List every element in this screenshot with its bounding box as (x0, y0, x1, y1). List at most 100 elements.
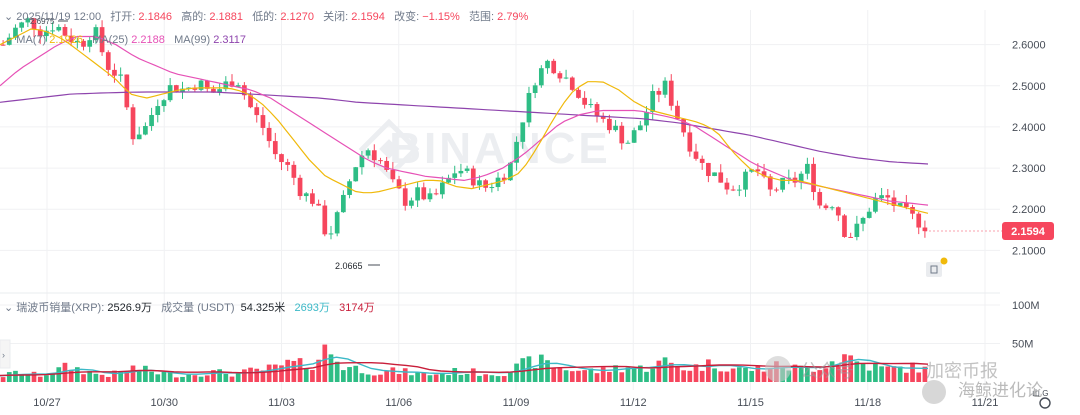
low-annotation: 2.0665 (335, 261, 380, 271)
volume-bar (805, 367, 810, 382)
corner-icons: 山 G (1032, 388, 1051, 409)
ma-legend-chevron-icon[interactable]: ⌄ (4, 34, 14, 46)
candle-body (303, 193, 309, 197)
volume-bar (681, 370, 686, 382)
candle-body (93, 27, 99, 41)
collapse-handle[interactable]: › (0, 339, 11, 369)
candle-body (62, 26, 68, 36)
range-value: 2.79% (497, 11, 529, 23)
candle-body (371, 150, 377, 161)
candle-body (817, 192, 823, 206)
candle-body (439, 182, 445, 195)
candle-body (489, 187, 495, 189)
candle-body (105, 52, 111, 70)
volume-bar (56, 367, 62, 382)
volume-bar (811, 371, 816, 382)
volume-bar (272, 364, 278, 382)
volume-bar (235, 373, 241, 382)
time-tick-label: 11/03 (268, 397, 295, 409)
candle-body (625, 142, 631, 144)
candle-body (198, 80, 204, 90)
candle-body (173, 85, 179, 92)
volume-bar (0, 377, 6, 382)
volume-bar (93, 373, 99, 382)
candle-body (829, 207, 835, 209)
ma7-line (0, 28, 929, 214)
volume-bar (427, 375, 433, 382)
volume-bar (260, 370, 266, 382)
candle-body (767, 176, 773, 190)
volume-bar (829, 361, 835, 382)
candle-body (87, 40, 93, 47)
volume-bar (198, 376, 204, 382)
candle-body (613, 125, 618, 131)
candle-body (730, 189, 736, 191)
range-label: 范围: (469, 11, 495, 23)
time-tick-label: 11/12 (620, 397, 647, 409)
volume-bar (334, 361, 340, 382)
settings-gear-icon[interactable] (1039, 397, 1051, 409)
candle-body (693, 151, 699, 159)
low-label-text: 低的: (252, 11, 278, 23)
candle-body (607, 118, 612, 131)
candle-body (650, 91, 656, 112)
turnover-label: 成交量 (USDT) (161, 302, 235, 314)
candle-body (341, 194, 346, 213)
volume-bar (625, 367, 631, 382)
volume-bar (749, 370, 755, 382)
candle-body (656, 91, 662, 95)
volume-bar (353, 365, 359, 382)
volume-bars (0, 344, 929, 382)
candle-body (118, 74, 123, 76)
volume-bar (619, 372, 625, 382)
candle-body (81, 40, 86, 47)
volume-bar (87, 371, 93, 382)
volume-bar (706, 359, 711, 382)
volume-bar (866, 370, 872, 382)
candle-body (922, 227, 928, 232)
candle-body (291, 164, 297, 178)
current-price-tag[interactable]: 2.1594 (1002, 222, 1054, 240)
candle-body (780, 177, 785, 190)
volume-bar (903, 372, 909, 382)
volume-bar (600, 367, 606, 382)
volume-bar (13, 370, 18, 382)
candle-body (538, 68, 544, 86)
close-label: 关闭: (323, 11, 349, 23)
time-tick-label: 11/21 (972, 397, 999, 409)
candle-body (217, 89, 222, 93)
volume-bar (130, 365, 136, 382)
volume-bar (922, 366, 928, 382)
candle-body (180, 88, 185, 92)
candle-body (378, 160, 383, 162)
volume-bar (105, 376, 111, 382)
candle-body (161, 100, 167, 107)
notes-button[interactable] (926, 257, 948, 278)
candle-body (470, 168, 476, 186)
wechat-icon (765, 356, 791, 382)
candle-body (99, 27, 105, 53)
candle-body (662, 80, 668, 95)
open-label: 打开: (110, 11, 136, 23)
candle-body (452, 173, 458, 178)
volume-bar (44, 375, 49, 382)
candle-body (860, 217, 866, 224)
overlay-brand-3: 海鲸进化论 (958, 381, 1043, 400)
candle-body (155, 106, 161, 116)
volume-bar (910, 362, 915, 382)
collapse-chevron-icon[interactable]: ⌄ (4, 11, 14, 23)
volume-bar (6, 372, 12, 382)
volume-bar (136, 370, 142, 382)
volume-bar (421, 372, 427, 382)
candle-date: 2025/11/19 12:00 (16, 11, 102, 23)
volume-chevron-icon[interactable]: ⌄ (4, 302, 14, 314)
candle-body (724, 182, 730, 190)
volume-bar (835, 364, 841, 382)
volume-bar (736, 367, 742, 382)
volume-bar (501, 376, 507, 382)
volume-bar (31, 371, 37, 382)
time-tick-label: 11/15 (737, 397, 764, 409)
volume-bar (37, 376, 43, 382)
candle-body (74, 40, 80, 43)
